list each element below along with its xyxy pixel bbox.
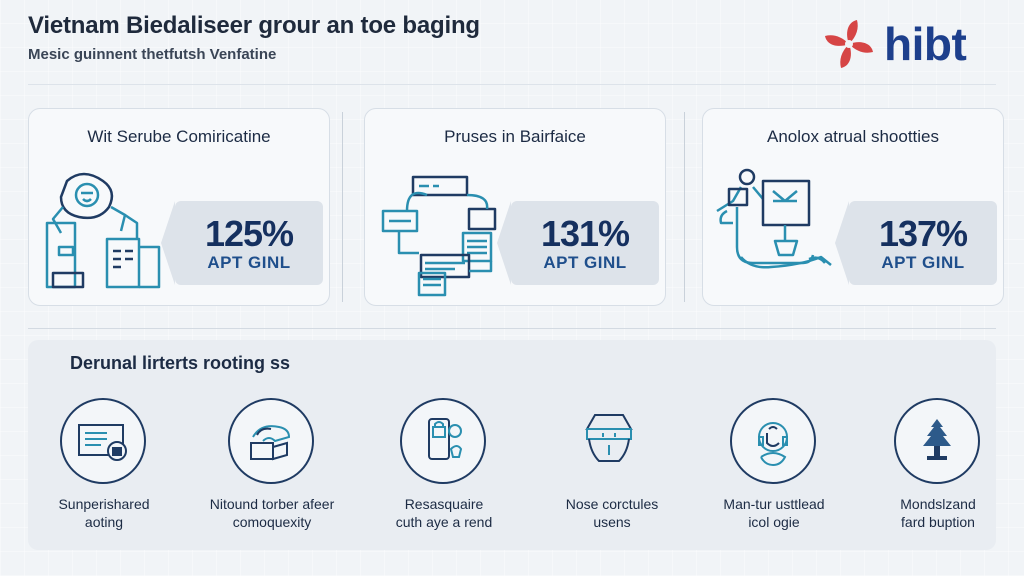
feature-icon-circle	[228, 398, 314, 484]
feature-icon-circle	[60, 398, 146, 484]
feature-item: Nitound torber afeer comoquexity	[192, 398, 352, 538]
feature-label-line2: icol ogie	[748, 514, 800, 530]
card-title: Anolox atrual shootties	[767, 127, 939, 146]
stat-panel: 131% APT GINL	[497, 201, 659, 285]
logo-text: hibt	[884, 18, 967, 70]
stat-card-2: Pruses in Bairfaice 131% APT GINL	[364, 108, 666, 306]
feature-icon-circle	[400, 398, 486, 484]
stat-card-3: Anolox atrual shootties 137% APT GINL	[702, 108, 1004, 306]
feature-label-line1: Resasquaire	[404, 496, 484, 512]
tree-icon	[923, 419, 951, 460]
card-title: Pruses in Bairfaice	[444, 127, 586, 146]
feature-label-line1: Mondslzand	[900, 496, 976, 512]
worker-at-machine-icon	[45, 172, 161, 289]
page-subtitle: Mesic guinnent thetfutsh Venfatine	[28, 46, 277, 63]
feature-label-line2: aoting	[84, 514, 124, 530]
hand-box-icon	[250, 425, 291, 461]
section-divider	[28, 328, 996, 329]
headset-person-icon	[758, 422, 788, 467]
vertical-separator	[342, 112, 343, 302]
feature-label-line1: Nose corctules	[565, 496, 659, 512]
robot-arm-icon	[716, 168, 832, 269]
feature-label: Mondslzand fard buption	[858, 495, 1018, 531]
device-network-icon	[381, 175, 497, 297]
feature-item: Resasquaire cuth aye a rend	[364, 398, 524, 538]
feature-label: Nitound torber afeer comoquexity	[192, 495, 352, 531]
stat-value: 131%	[540, 213, 630, 254]
card-title: Wit Serube Comiricatine	[87, 127, 271, 146]
header-divider	[28, 84, 996, 85]
phone-lock-icon	[428, 418, 463, 460]
feature-icon-circle	[568, 398, 654, 484]
feature-item: Man-tur usttlead icol ogie	[694, 398, 854, 538]
feature-label: Man-tur usttlead icol ogie	[694, 495, 854, 531]
stat-label: APT GINL	[543, 253, 627, 272]
feature-icon-circle	[730, 398, 816, 484]
page-title: Vietnam Biedaliseer grour an toe baging	[28, 12, 480, 39]
feature-label-line2: fard buption	[901, 514, 975, 530]
features-panel: Derunal lirterts rooting ss Sunperishare…	[28, 340, 996, 550]
feature-item: Mondslzand fard buption	[858, 398, 1018, 538]
stat-value: 137%	[878, 213, 968, 254]
feature-label-line1: Nitound torber afeer	[209, 496, 335, 512]
stat-card-1: Wit Serube Comiricatine 125% APT GINL	[28, 108, 330, 306]
panel-title: Derunal lirterts rooting ss	[70, 353, 291, 373]
pinwheel-logo-icon	[825, 20, 873, 68]
stat-value: 125%	[204, 213, 294, 254]
feature-label-line2: cuth aye a rend	[395, 514, 493, 530]
feature-label: Nose corctules usens	[532, 495, 692, 531]
lantern-icon	[585, 414, 633, 462]
feature-label-line1: Sunperishared	[58, 496, 150, 512]
document-card-icon	[78, 424, 127, 461]
feature-label-line2: comoquexity	[232, 514, 312, 530]
feature-label: Sunperishared aoting	[24, 495, 184, 531]
vertical-separator	[684, 112, 685, 302]
feature-icon-circle	[894, 398, 980, 484]
stat-label: APT GINL	[881, 253, 965, 272]
stat-label: APT GINL	[207, 253, 291, 272]
feature-label-line1: Man-tur usttlead	[723, 496, 825, 512]
brand-logo: hibt	[820, 14, 1010, 74]
feature-item: Sunperishared aoting	[24, 398, 184, 538]
stat-panel: 125% APT GINL	[161, 201, 323, 285]
feature-item: Nose corctules usens	[532, 398, 692, 538]
stat-panel: 137% APT GINL	[835, 201, 997, 285]
feature-label-line2: usens	[593, 514, 631, 530]
feature-label: Resasquaire cuth aye a rend	[364, 495, 524, 531]
